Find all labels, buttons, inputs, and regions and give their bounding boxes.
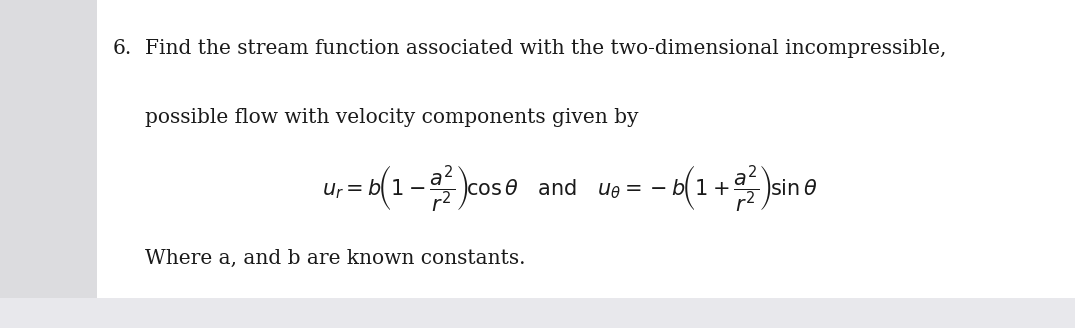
Text: possible flow with velocity components given by: possible flow with velocity components g…: [145, 108, 639, 127]
Text: Find the stream function associated with the two-dimensional incompressible,: Find the stream function associated with…: [145, 39, 946, 58]
FancyBboxPatch shape: [0, 0, 97, 298]
Text: 6.: 6.: [113, 39, 132, 58]
Text: $u_r = b\!\left(1 - \dfrac{a^2}{r^2}\right)\!\cos\theta \quad \text{and} \quad u: $u_r = b\!\left(1 - \dfrac{a^2}{r^2}\rig…: [321, 164, 818, 215]
FancyBboxPatch shape: [97, 0, 1075, 298]
Text: Where a, and b are known constants.: Where a, and b are known constants.: [145, 249, 526, 268]
